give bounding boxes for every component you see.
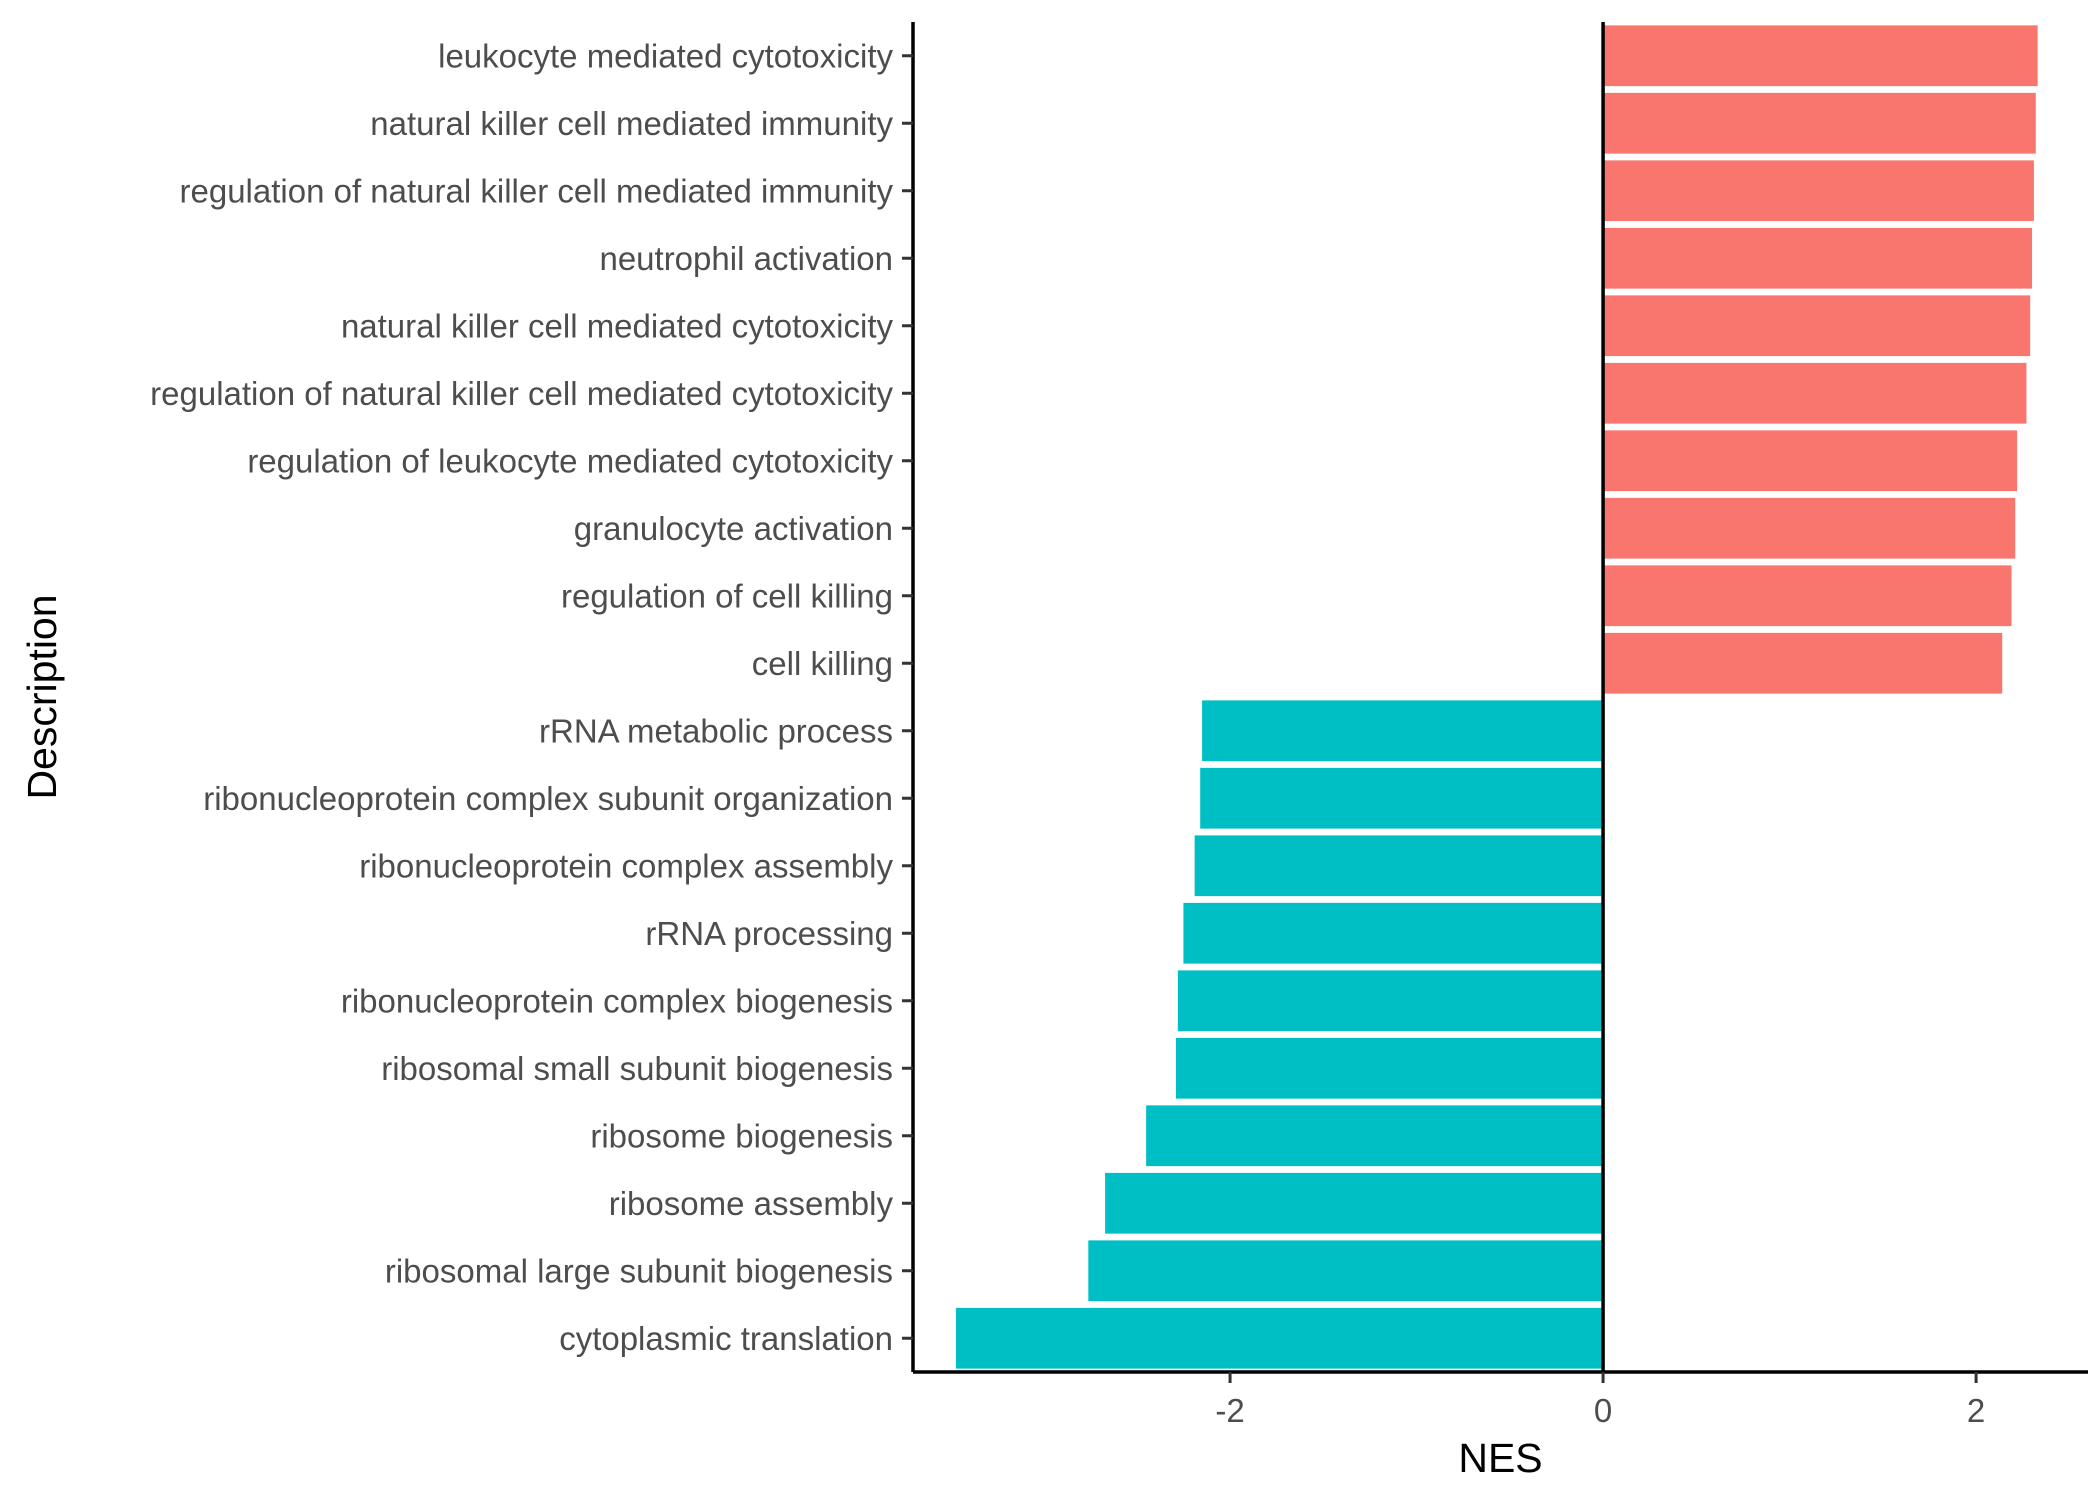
bar [1105,1172,1604,1234]
y-tick-label: ribosomal large subunit biogenesis [385,1252,893,1289]
bar [1202,700,1604,762]
bar [1183,902,1604,964]
bar [1603,430,2018,492]
y-tick-label: natural killer cell mediated cytotoxicit… [341,307,894,344]
y-tick-label: rRNA processing [645,915,893,952]
bar [1603,565,2012,627]
y-tick-label: neutrophil activation [599,240,893,277]
bar [1146,1105,1604,1167]
bars-layer [955,25,2038,1369]
bar [1200,767,1604,829]
y-tick-label: cell killing [752,645,893,682]
y-tick-label: cytoplasmic translation [559,1320,893,1357]
x-axis-title: NES [1458,1435,1542,1481]
bar [1603,92,2036,154]
y-tick-label: regulation of leukocyte mediated cytotox… [247,442,893,479]
bar [1603,362,2027,424]
y-axis-title: Description [19,594,65,799]
bar [1603,160,2034,222]
y-tick-label: regulation of natural killer cell mediat… [150,375,893,412]
y-tick-label: ribonucleoprotein complex biogenesis [341,982,893,1019]
x-tick-label: 2 [1967,1392,1985,1429]
x-tick-label: -2 [1215,1392,1244,1429]
category-labels: leukocyte mediated cytotoxicity natural k… [150,37,913,1357]
y-tick-label: granulocyte activation [574,510,893,547]
bar [1603,295,2031,357]
x-axis-ticks: -2 0 2 [1215,1372,1985,1429]
y-tick-label: leukocyte mediated cytotoxicity [438,37,893,74]
bar [955,1307,1604,1369]
bar [1603,632,2003,694]
bar [1177,970,1604,1032]
bar [1175,1037,1604,1099]
bar [1603,497,2016,559]
y-tick-label: ribosome assembly [609,1185,894,1222]
bar [1603,25,2038,87]
bar [1088,1240,1604,1302]
y-tick-label: regulation of natural killer cell mediat… [180,172,894,209]
axes-layer [911,22,2088,1374]
bar [1603,227,2033,289]
y-tick-label: ribonucleoprotein complex subunit organi… [203,780,893,817]
y-tick-label: rRNA metabolic process [539,712,893,749]
bar [1194,835,1604,897]
y-tick-label: natural killer cell mediated immunity [370,105,893,142]
y-tick-label: ribonucleoprotein complex assembly [359,847,893,884]
y-tick-label: regulation of cell killing [561,577,893,614]
x-tick-label: 0 [1594,1392,1612,1429]
y-tick-label: ribosomal small subunit biogenesis [381,1050,893,1087]
y-tick-label: ribosome biogenesis [590,1117,893,1154]
